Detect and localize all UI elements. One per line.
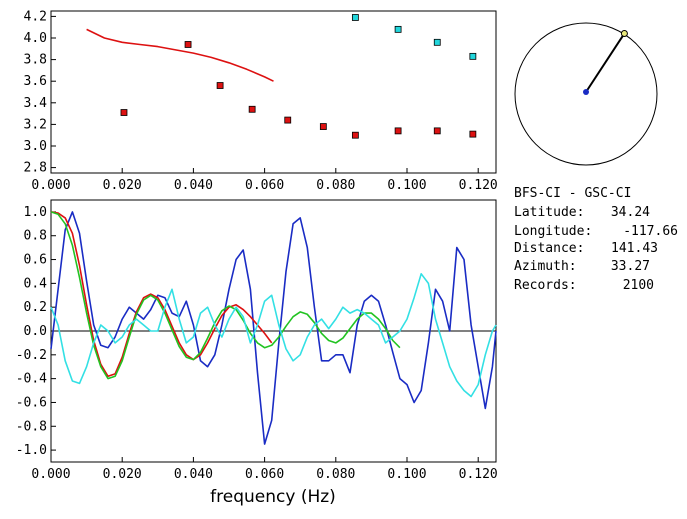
y-tick-label: 3.6 <box>24 74 47 89</box>
records-value: 2100 <box>623 278 654 293</box>
x-axis-label: frequency (Hz) <box>210 487 336 507</box>
data-point <box>284 116 292 124</box>
x-tick-label: 0.120 <box>459 178 498 193</box>
data-point <box>319 123 327 130</box>
x-tick-label: 0.080 <box>316 178 355 193</box>
data-point <box>248 105 256 113</box>
x-tick-label: 0.100 <box>387 178 426 193</box>
azimuth-label: Azimuth: <box>514 259 577 274</box>
data-point <box>394 127 402 135</box>
y-tick-label: -0.2 <box>16 348 47 363</box>
records-label: Records: <box>514 278 577 293</box>
data-point <box>351 131 359 139</box>
y-tick-label: 1.0 <box>24 205 47 220</box>
y-tick-label: 2.8 <box>24 161 47 176</box>
series-line <box>50 211 273 378</box>
latitude-value: 34.24 <box>611 205 650 220</box>
series-line <box>50 272 497 398</box>
bottom-series <box>50 211 497 445</box>
y-tick-label: -0.8 <box>16 419 47 434</box>
x-tick-label: 0.060 <box>245 467 284 482</box>
top-panel: 0.000 0.020 0.040 0.060 0.080 0.100 0.120 2.8 3.… <box>24 9 498 193</box>
top-axes: 0.000 0.020 0.040 0.060 0.080 0.100 0.120 2.8 3.… <box>24 9 498 193</box>
azimuth-value: 33.27 <box>611 259 650 274</box>
data-point <box>184 41 192 48</box>
y-tick-label: 0.8 <box>24 229 47 244</box>
y-tick-label: 3.2 <box>24 117 47 132</box>
azimuth-line <box>585 32 626 93</box>
x-tick-label: 0.000 <box>31 178 70 193</box>
latitude-label: Latitude: <box>514 205 584 220</box>
data-point <box>394 25 402 33</box>
event-marker <box>620 29 628 37</box>
y-tick-label: 0.6 <box>24 253 47 268</box>
station-marker <box>583 89 589 95</box>
distance-value: 141.43 <box>611 241 658 256</box>
data-point <box>216 82 224 89</box>
data-point <box>469 52 477 60</box>
y-tick-label: 3.8 <box>24 53 47 68</box>
y-tick-label: 3.4 <box>24 96 48 111</box>
data-point <box>351 14 359 21</box>
x-tick-label: 0.020 <box>103 467 142 482</box>
y-tick-label: 4.0 <box>24 31 47 46</box>
y-tick-label: 4.2 <box>24 9 47 24</box>
series-line <box>86 28 274 82</box>
data-point <box>120 109 128 116</box>
y-tick-label: -0.6 <box>16 395 47 410</box>
data-point <box>433 127 441 135</box>
y-tick-label: 0.4 <box>24 276 48 291</box>
x-tick-label: 0.100 <box>387 467 426 482</box>
series-line <box>50 211 497 445</box>
y-tick-label: -1.0 <box>16 443 47 458</box>
x-tick-label: 0.020 <box>103 178 142 193</box>
y-tick-label: -0.4 <box>16 372 47 387</box>
y-tick-label: 0.0 <box>24 324 47 339</box>
station-info: BFS-CI - GSC-CI Latitude: 34.24 Longitud… <box>514 186 678 293</box>
y-tick-label: 0.2 <box>24 300 47 315</box>
longitude-label: Longitude: <box>514 224 592 239</box>
location-map <box>514 22 658 166</box>
data-point <box>433 38 441 46</box>
x-tick-label: 0.060 <box>245 178 284 193</box>
series-line <box>50 211 401 380</box>
y-tick-label: 3.0 <box>24 139 47 154</box>
x-tick-label: 0.040 <box>174 178 213 193</box>
longitude-value: -117.66 <box>623 224 678 239</box>
station-pair: BFS-CI - GSC-CI <box>514 186 631 201</box>
top-plot-frame <box>50 10 497 174</box>
top-series <box>86 14 477 139</box>
x-tick-label: 0.120 <box>459 467 498 482</box>
x-tick-label: 0.080 <box>316 467 355 482</box>
x-tick-label: 0.040 <box>174 467 213 482</box>
bottom-axes: 0.000 0.020 0.040 0.060 0.080 0.100 0.120 1.0 0.… <box>16 205 498 482</box>
distance-label: Distance: <box>514 241 584 256</box>
x-tick-label: 0.000 <box>31 467 70 482</box>
bottom-panel: 0.000 0.020 0.040 0.060 0.080 0.100 0.120 1.0 0.… <box>16 199 498 507</box>
data-point <box>469 130 477 138</box>
